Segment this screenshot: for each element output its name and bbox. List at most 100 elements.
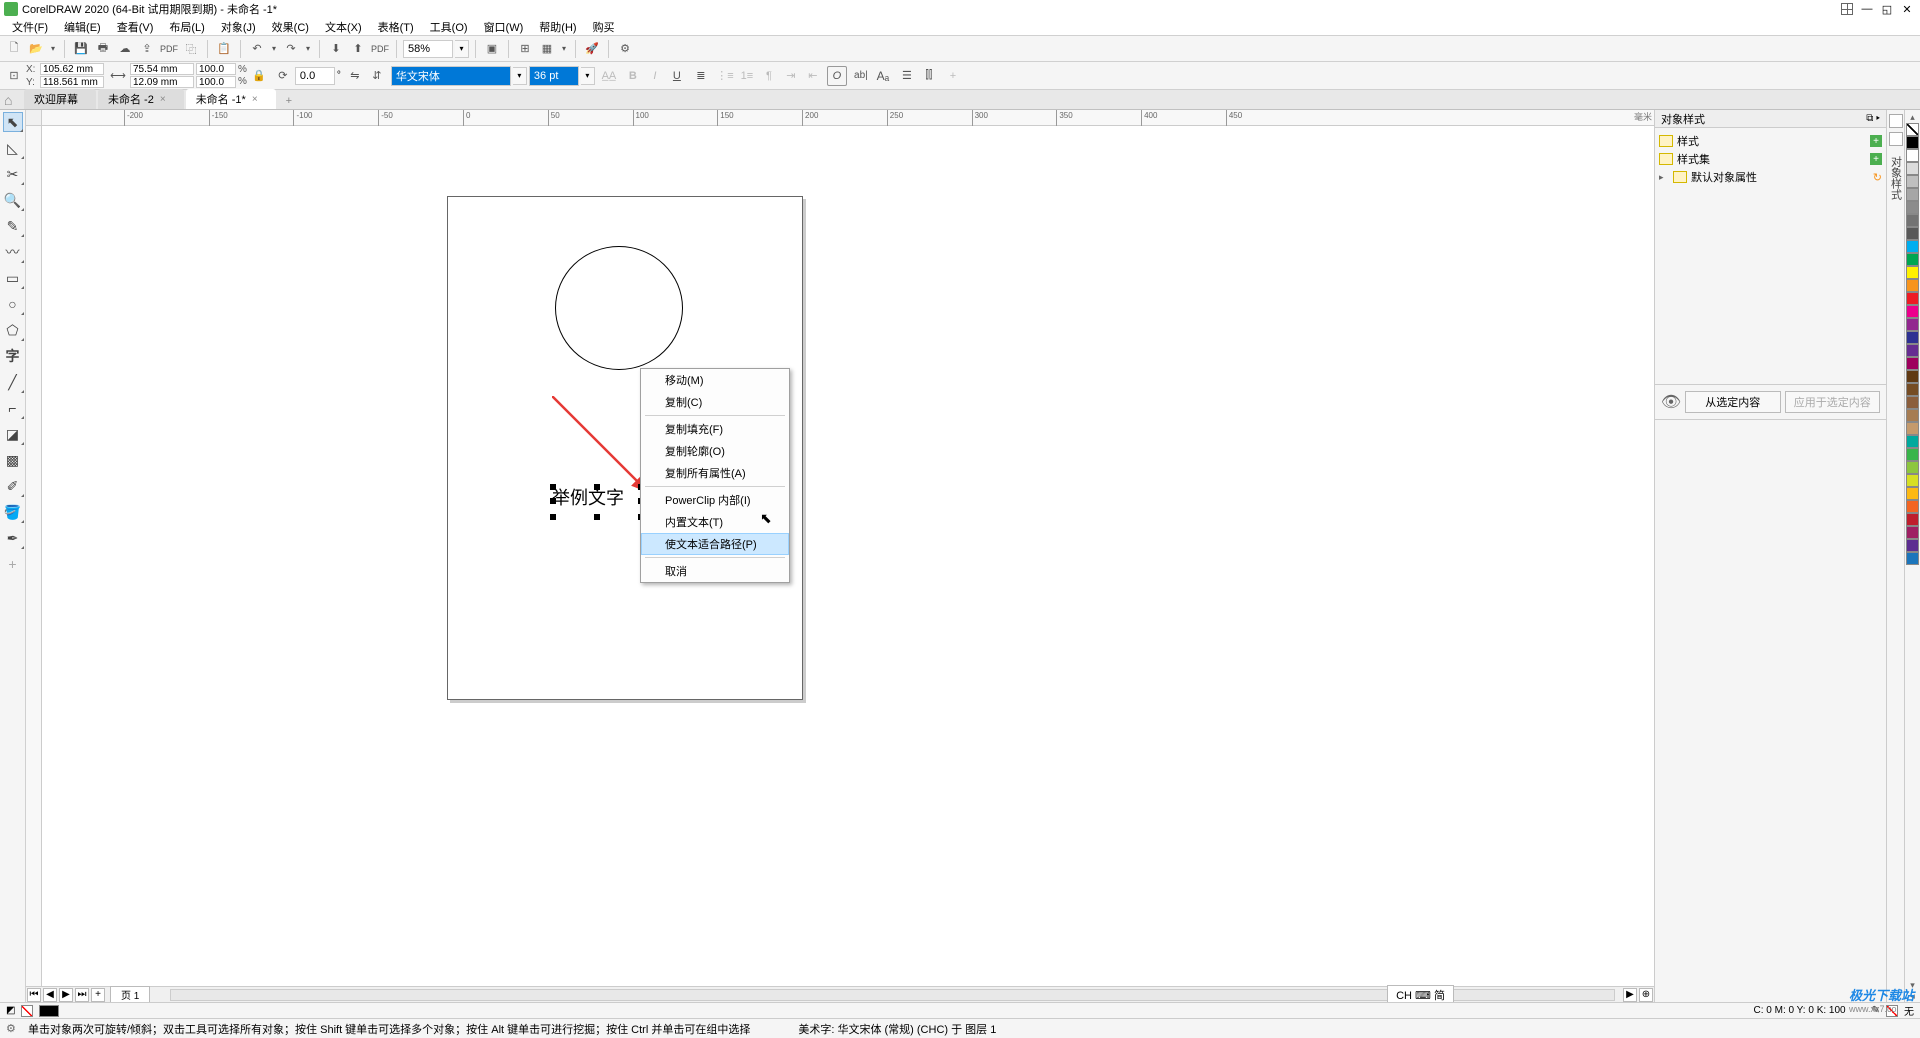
ctx-move[interactable]: 移动(M) bbox=[641, 369, 789, 391]
expand-icon[interactable]: ▸ bbox=[1659, 172, 1669, 183]
italic-icon[interactable]: I bbox=[645, 66, 665, 86]
gear-icon[interactable]: ⚙ bbox=[6, 1022, 20, 1036]
reset-icon[interactable]: ↻ bbox=[1873, 171, 1882, 184]
eyedropper-tool-icon[interactable]: ✐ bbox=[3, 476, 23, 496]
color-swatch[interactable] bbox=[1906, 227, 1919, 240]
menu-edit[interactable]: 编辑(E) bbox=[56, 19, 109, 35]
ctx-cancel[interactable]: 取消 bbox=[641, 560, 789, 582]
freehand-tool-icon[interactable]: ✎ bbox=[3, 216, 23, 236]
eye-icon[interactable]: 👁 bbox=[1661, 392, 1681, 412]
polygon-tool-icon[interactable]: ⬠ bbox=[3, 320, 23, 340]
window-grid-icon[interactable] bbox=[1838, 2, 1856, 16]
object-origin-icon[interactable]: ⊡ bbox=[4, 66, 24, 86]
x-pos-input[interactable] bbox=[40, 63, 104, 75]
color-swatch[interactable] bbox=[1906, 487, 1919, 500]
options-icon[interactable]: ⚙ bbox=[615, 39, 635, 59]
color-swatch[interactable] bbox=[1906, 188, 1919, 201]
rotation-input[interactable] bbox=[295, 67, 335, 85]
color-swatch[interactable] bbox=[1906, 214, 1919, 227]
tree-row-default[interactable]: ▸默认对象属性↻ bbox=[1659, 168, 1882, 186]
undo-icon[interactable]: ↶ bbox=[247, 39, 267, 59]
apply-to-selection-button[interactable]: 应用于选定内容 bbox=[1785, 391, 1881, 413]
font-dropdown-icon[interactable]: ▾ bbox=[513, 67, 527, 85]
fill-tool-icon[interactable]: 🪣 bbox=[3, 502, 23, 522]
next-page-icon[interactable]: ▶ bbox=[59, 988, 73, 1002]
ab-icon[interactable]: ab| bbox=[851, 66, 871, 86]
cloud-icon[interactable]: ☁ bbox=[115, 39, 135, 59]
ruler-origin[interactable] bbox=[26, 110, 42, 126]
fill-indicator-icon[interactable]: ◩ bbox=[6, 1005, 15, 1016]
window-minimize-icon[interactable]: — bbox=[1858, 2, 1876, 16]
height-input[interactable] bbox=[130, 76, 194, 88]
menu-object[interactable]: 对象(J) bbox=[213, 19, 264, 35]
new-doc-icon[interactable]: 🗋 bbox=[4, 39, 24, 59]
color-swatch[interactable] bbox=[1906, 357, 1919, 370]
ctx-copy-fill[interactable]: 复制填充(F) bbox=[641, 418, 789, 440]
mirror-v-icon[interactable]: ⇵ bbox=[367, 66, 387, 86]
canvas-area[interactable]: 毫米 -200-150-100-500501001502002503003504… bbox=[26, 110, 1654, 1002]
first-page-icon[interactable]: ⏮ bbox=[27, 988, 41, 1002]
selection-handle[interactable] bbox=[550, 514, 556, 520]
save-icon[interactable]: 💾 bbox=[71, 39, 91, 59]
artistic-media-icon[interactable]: 〰 bbox=[3, 242, 23, 262]
docker-title[interactable]: 对象样式 ⧉ ▸ bbox=[1655, 110, 1886, 128]
color-swatch[interactable] bbox=[1906, 526, 1919, 539]
color-swatch[interactable] bbox=[1906, 474, 1919, 487]
color-swatch[interactable] bbox=[1906, 240, 1919, 253]
palette-up-icon[interactable]: ▴ bbox=[1910, 112, 1915, 123]
strip-tool-icon[interactable] bbox=[1889, 114, 1903, 128]
color-swatch[interactable] bbox=[1906, 513, 1919, 526]
color-swatch[interactable] bbox=[1906, 539, 1919, 552]
window-restore-icon[interactable]: ◱ bbox=[1878, 2, 1896, 16]
publish-icon[interactable]: PDF bbox=[370, 39, 390, 59]
snap-icon[interactable]: ⊞ bbox=[515, 39, 535, 59]
ctx-copy-outline[interactable]: 复制轮廓(O) bbox=[641, 440, 789, 462]
zoom-level-input[interactable] bbox=[403, 40, 453, 58]
horizontal-ruler[interactable]: 毫米 -200-150-100-500501001502002503003504… bbox=[42, 110, 1654, 126]
paste-icon[interactable]: 📋 bbox=[214, 39, 234, 59]
color-swatch[interactable] bbox=[1906, 422, 1919, 435]
export-icon[interactable]: ⇪ bbox=[137, 39, 157, 59]
add-styleset-icon[interactable]: + bbox=[1870, 153, 1882, 165]
publish-pdf-icon[interactable]: PDF bbox=[159, 39, 179, 59]
ctx-place-text[interactable]: 内置文本(T) bbox=[641, 511, 789, 533]
export2-icon[interactable]: ⬆ bbox=[348, 39, 368, 59]
menu-window[interactable]: 窗口(W) bbox=[476, 19, 532, 35]
color-swatch[interactable] bbox=[1906, 396, 1919, 409]
add-tab-button[interactable]: + bbox=[278, 93, 300, 109]
fill-swatch[interactable] bbox=[39, 1005, 59, 1017]
crop-tool-icon[interactable]: ✂ bbox=[3, 164, 23, 184]
lock-ratio-icon[interactable]: 🔒 bbox=[249, 66, 269, 86]
add-page-icon[interactable]: + bbox=[91, 988, 105, 1002]
size-dropdown-icon[interactable]: ▾ bbox=[581, 67, 595, 85]
scroll-right-icon[interactable]: ▶ bbox=[1623, 988, 1637, 1002]
ctx-powerclip[interactable]: PowerClip 内部(I) bbox=[641, 489, 789, 511]
menu-tools[interactable]: 工具(O) bbox=[422, 19, 476, 35]
vertical-ruler[interactable] bbox=[26, 126, 42, 1002]
mirror-h-icon[interactable]: ⇋ bbox=[345, 66, 365, 86]
variable-font-icon[interactable]: A̲A̲ bbox=[599, 66, 619, 86]
page-tab[interactable]: 页 1 bbox=[110, 986, 150, 1003]
menu-text[interactable]: 文本(X) bbox=[317, 19, 370, 35]
color-swatch[interactable] bbox=[1906, 253, 1919, 266]
color-swatch[interactable] bbox=[1906, 318, 1919, 331]
shape-tool-icon[interactable]: ◺ bbox=[3, 138, 23, 158]
menu-effect[interactable]: 效果(C) bbox=[264, 19, 317, 35]
menu-file[interactable]: 文件(F) bbox=[4, 19, 56, 35]
chevron-down-icon[interactable]: ▾ bbox=[48, 39, 58, 59]
tree-row-stylesets[interactable]: 样式集+ bbox=[1659, 150, 1882, 168]
chevron-down-icon[interactable]: ▾ bbox=[559, 39, 569, 59]
color-swatch[interactable] bbox=[1906, 344, 1919, 357]
copy-icon[interactable]: ⿻ bbox=[181, 39, 201, 59]
color-swatch[interactable] bbox=[1906, 552, 1919, 565]
dropcap-icon[interactable]: ¶ bbox=[759, 66, 779, 86]
ellipse-tool-icon[interactable]: ○ bbox=[3, 294, 23, 314]
print-icon[interactable]: 🖶 bbox=[93, 39, 113, 59]
zoom-tool-icon[interactable]: 🔍 bbox=[3, 190, 23, 210]
number-list-icon[interactable]: 1≡ bbox=[737, 66, 757, 86]
add-style-icon[interactable]: + bbox=[1870, 135, 1882, 147]
rotate-icon[interactable]: ⟳ bbox=[273, 66, 293, 86]
menu-view[interactable]: 查看(V) bbox=[109, 19, 162, 35]
y-pos-input[interactable] bbox=[40, 76, 104, 88]
chevron-down-icon[interactable]: ▾ bbox=[269, 39, 279, 59]
